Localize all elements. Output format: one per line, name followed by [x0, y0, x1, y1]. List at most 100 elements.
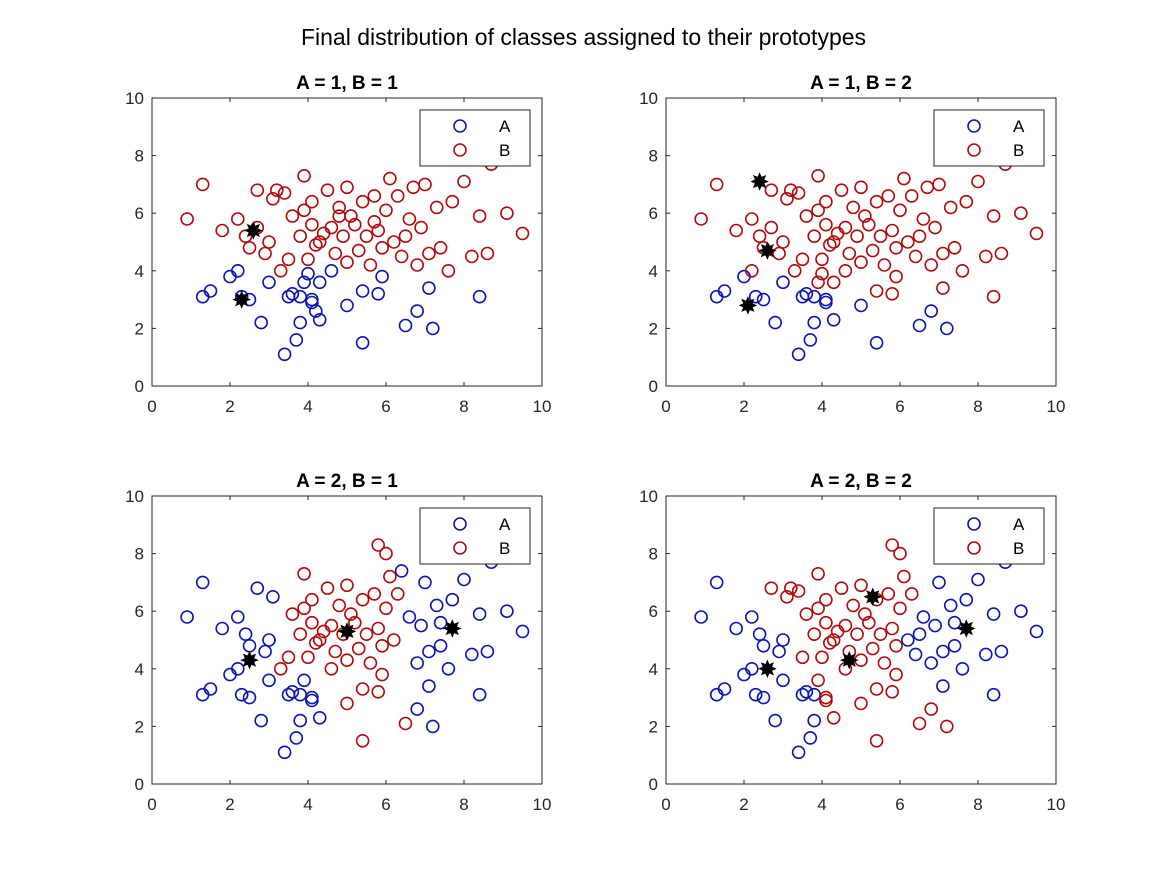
data-point-B — [394, 249, 409, 264]
data-point-B — [355, 733, 370, 748]
prototype-marker — [957, 619, 976, 638]
data-point-A — [285, 286, 300, 301]
x-tick-label: 8 — [973, 795, 982, 814]
data-point-B — [819, 592, 833, 607]
x-tick-label: 0 — [147, 795, 156, 814]
x-tick-label: 4 — [303, 795, 312, 814]
data-point-B — [920, 180, 935, 195]
data-point-B — [464, 249, 479, 264]
data-point-B — [371, 684, 386, 699]
data-point-A — [305, 693, 319, 708]
data-point-B — [811, 566, 825, 581]
data-point-B — [873, 229, 888, 243]
x-tick-label: 10 — [1047, 795, 1066, 814]
data-point-A — [242, 638, 257, 653]
data-point-B — [305, 592, 319, 607]
data-point-A — [807, 687, 822, 702]
data-point-A — [756, 690, 771, 705]
data-point-B — [889, 241, 903, 255]
prototype-marker — [758, 659, 777, 679]
data-point-B — [924, 702, 939, 716]
data-point-A — [776, 633, 790, 647]
data-point-A — [978, 647, 993, 662]
data-point-B — [819, 693, 833, 708]
prototype-marker — [443, 619, 462, 638]
data-point-B — [772, 246, 786, 261]
data-point-B — [978, 249, 993, 264]
y-tick-label: 10 — [639, 89, 658, 108]
data-point-A — [500, 604, 514, 619]
data-point-B — [881, 587, 896, 601]
data-point-A — [410, 656, 425, 670]
data-point-B — [351, 641, 366, 656]
data-point-B — [694, 212, 708, 226]
data-point-A — [900, 633, 915, 647]
data-point-B — [885, 286, 900, 301]
data-point-B — [273, 263, 288, 278]
x-tick-label: 8 — [459, 795, 468, 814]
data-point-A — [277, 347, 292, 362]
data-point-B — [390, 587, 405, 601]
data-point-B — [320, 183, 335, 197]
legend-marker-A — [967, 119, 981, 133]
data-point-B — [815, 266, 829, 281]
y-tick-label: 0 — [135, 775, 144, 794]
legend-marker-A — [453, 517, 467, 531]
data-point-A — [414, 618, 428, 633]
series-prototype — [758, 587, 976, 679]
prototype-marker — [863, 587, 882, 607]
data-point-B — [293, 229, 308, 243]
data-point-B — [355, 592, 370, 607]
data-point-B — [312, 235, 327, 249]
data-point-B — [854, 578, 868, 593]
data-point-B — [1029, 226, 1044, 241]
data-point-B — [418, 177, 432, 192]
y-tick-label: 8 — [649, 147, 658, 166]
data-point-A — [752, 627, 767, 642]
x-tick-label: 6 — [895, 397, 904, 416]
y-tick-label: 8 — [135, 147, 144, 166]
data-point-A — [694, 610, 708, 624]
data-point-B — [180, 212, 194, 226]
x-tick-label: 0 — [661, 397, 670, 416]
series-B — [180, 157, 530, 278]
data-point-A — [308, 304, 323, 318]
x-tick-label: 6 — [895, 795, 904, 814]
data-point-B — [854, 696, 868, 711]
data-point-A — [301, 266, 315, 281]
data-point-A — [195, 575, 210, 590]
data-point-A — [748, 289, 763, 304]
data-point-B — [744, 212, 759, 226]
data-point-A — [422, 281, 436, 295]
data-point-B — [889, 269, 903, 284]
data-point-A — [744, 610, 759, 624]
data-point-A — [803, 333, 818, 347]
data-point-A — [717, 284, 732, 298]
data-point-B — [359, 627, 374, 642]
data-point-B — [885, 538, 900, 552]
x-tick-label: 10 — [1047, 397, 1066, 416]
data-point-B — [340, 180, 354, 195]
data-point-A — [293, 289, 308, 304]
data-point-B — [744, 263, 759, 278]
data-point-A — [355, 335, 370, 350]
legend-box — [419, 507, 531, 565]
data-point-B — [398, 716, 413, 731]
x-tick-label: 8 — [459, 397, 468, 416]
legend-marker-A — [453, 119, 467, 133]
data-point-A — [971, 572, 985, 587]
prototype-marker — [840, 650, 859, 670]
data-point-B — [791, 584, 806, 598]
series-B — [764, 538, 954, 748]
data-point-A — [254, 315, 269, 330]
data-point-A — [293, 687, 308, 702]
data-point-B — [340, 255, 354, 270]
data-point-B — [457, 174, 471, 189]
data-point-B — [195, 177, 210, 192]
data-point-B — [865, 243, 880, 258]
data-point-A — [908, 647, 923, 662]
data-point-B — [912, 229, 927, 243]
data-point-B — [846, 598, 861, 613]
data-point-B — [500, 206, 514, 220]
